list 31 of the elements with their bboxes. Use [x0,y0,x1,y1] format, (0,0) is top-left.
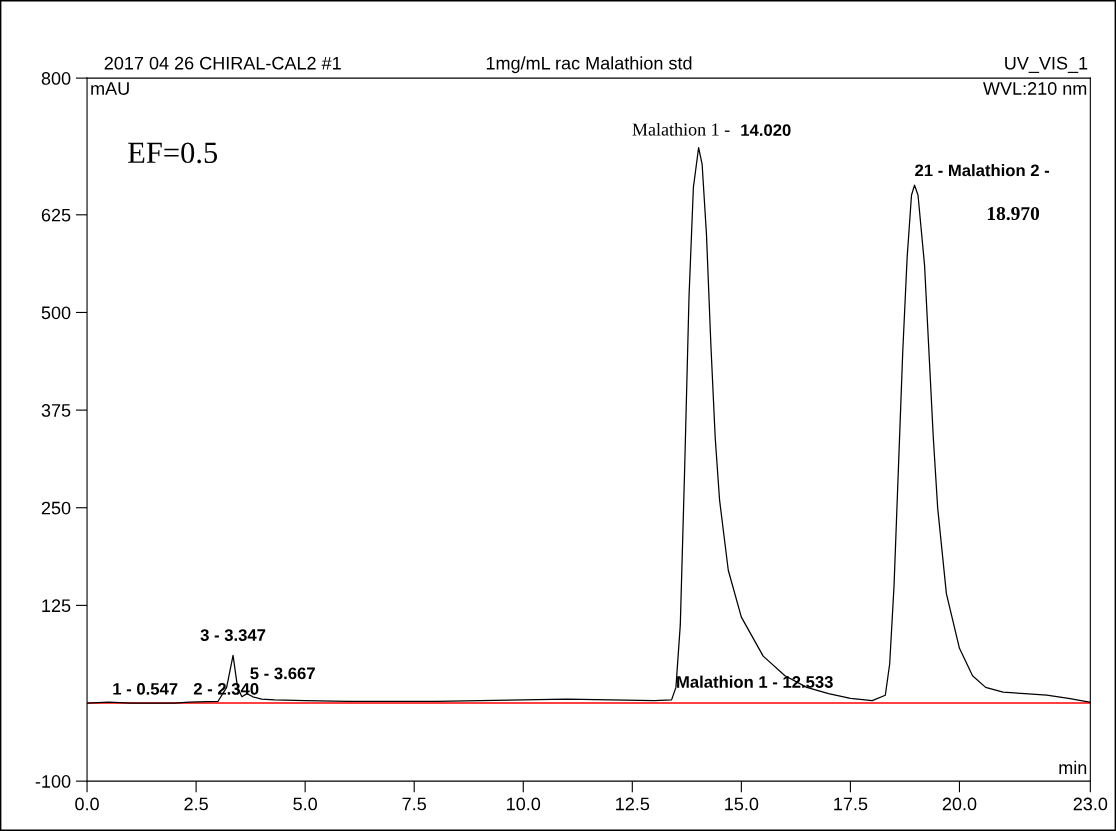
text: UV_VIS_1 [1005,56,1088,73]
y-tick-label: 250 [41,501,71,515]
y-tick-label: 800 [41,72,71,85]
x-tick-label: 2.5 [184,797,208,811]
x-tick-label: 5.0 [293,797,317,811]
annotation: 1 - 0.547 [113,682,178,695]
y-tick-label: 625 [41,208,71,222]
x-tick-label: 0.0 [75,797,99,811]
annotation: EF=0.5 [128,142,218,164]
x-tick-label: 17.5 [834,797,868,811]
y-tick-label: -100 [35,775,71,788]
x-tick-label: 15.0 [725,797,759,811]
annotation: 18.970 [987,206,1040,221]
x-axis-title: min [1059,760,1087,774]
annotation: 3 - 3.347 [200,629,266,641]
x-tick-label: 7.5 [402,797,426,811]
x-tick-label: 10.0 [507,797,541,811]
chart-subtitle: 1mg/mL rac Malathion std [486,56,692,74]
y-tick-label: 125 [42,599,71,613]
annotation: 14.020 [741,124,791,137]
y-axis-title: mAU [91,82,129,95]
annotation: WVL:210 nm [983,82,1087,95]
x-tick-label: 20.0 [942,797,977,811]
x-tick-label: 12.5 [616,797,650,811]
annotation: 21 - Malathion 2 - [915,164,1050,177]
x-tick-label: 23.0 [1073,797,1108,811]
annotation: Malathion 1 - [632,122,730,136]
y-tick-label: 375 [41,404,71,417]
annotation: 5 - 3.667 [250,667,315,680]
chart-title: 2017 04 26 CHIRAL-CAL2 #1 [104,56,341,70]
y-tick-label: 500 [41,306,71,320]
